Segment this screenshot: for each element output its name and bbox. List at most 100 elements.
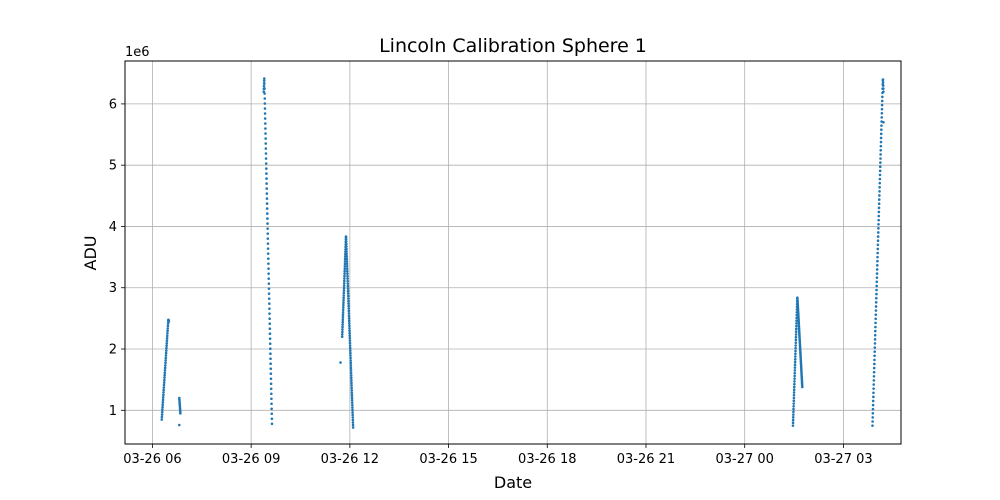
grid — [125, 61, 901, 444]
data-point — [262, 84, 266, 88]
data-point — [348, 349, 352, 352]
data-point — [876, 255, 879, 259]
data-points — [160, 77, 885, 429]
x-tick-label: 03-27 03 — [814, 452, 872, 467]
data-point — [795, 324, 798, 328]
data-point — [348, 326, 351, 330]
data-point — [270, 402, 273, 406]
data-point — [164, 349, 168, 352]
data-point — [166, 324, 170, 328]
data-point — [345, 245, 348, 248]
data-point — [876, 243, 880, 247]
data-point — [346, 282, 350, 285]
y-tick-label: 1 — [109, 404, 117, 419]
data-point — [343, 265, 347, 268]
data-point — [874, 313, 878, 316]
data-point — [342, 284, 346, 288]
data-point — [267, 267, 270, 270]
data-point — [349, 366, 353, 370]
data-point — [349, 376, 353, 380]
data-point — [263, 97, 267, 100]
data-point — [160, 413, 164, 416]
data-point — [341, 328, 344, 331]
data-point — [878, 185, 881, 189]
data-point — [881, 78, 885, 81]
data-point — [342, 282, 346, 285]
data-point — [872, 391, 875, 395]
data-point — [346, 294, 350, 298]
data-point — [345, 262, 349, 266]
data-point — [263, 112, 267, 115]
y-tick-label: 6 — [109, 97, 117, 112]
data-point — [266, 222, 269, 225]
data-point — [347, 297, 350, 300]
data-point — [177, 423, 181, 427]
data-point — [800, 385, 804, 389]
data-point — [348, 324, 351, 328]
data-point — [166, 332, 169, 335]
data-point — [268, 317, 271, 320]
x-tick-label: 03-26 15 — [419, 452, 477, 467]
data-point — [871, 403, 875, 407]
data-point — [879, 161, 882, 164]
data-point — [266, 242, 270, 245]
data-point — [339, 361, 342, 364]
data-point — [263, 77, 266, 80]
data-point — [341, 308, 345, 312]
data-point — [877, 202, 881, 206]
data-point — [265, 182, 268, 185]
data-point — [162, 393, 165, 397]
data-point — [264, 122, 267, 125]
data-point — [349, 369, 353, 372]
data-point — [874, 305, 878, 308]
data-point — [874, 321, 877, 325]
data-point — [348, 331, 351, 335]
data-point — [270, 417, 274, 421]
data-point — [792, 404, 795, 408]
data-point — [879, 136, 883, 140]
data-point — [267, 292, 271, 295]
data-point — [792, 388, 796, 392]
data-point — [871, 411, 875, 415]
data-point — [349, 351, 352, 355]
y-offset-label: 1e6 — [125, 45, 150, 60]
data-point — [349, 359, 352, 362]
data-point — [161, 396, 165, 399]
data-point — [162, 391, 165, 394]
data-point — [877, 214, 881, 218]
data-point — [346, 289, 350, 293]
data-point — [875, 276, 879, 279]
data-point — [265, 197, 269, 200]
data-point — [877, 206, 881, 210]
data-point — [269, 367, 273, 371]
data-point — [791, 424, 795, 427]
data-point — [877, 222, 880, 226]
data-point — [343, 267, 347, 271]
data-point — [263, 82, 266, 85]
data-point — [164, 354, 168, 357]
data-point — [166, 322, 170, 325]
data-point — [267, 297, 271, 300]
data-point — [266, 252, 270, 255]
data-point — [341, 330, 344, 334]
data-point — [263, 87, 266, 90]
data-point — [343, 260, 347, 263]
data-point — [350, 398, 354, 402]
data-point — [163, 366, 167, 370]
data-point — [349, 361, 353, 365]
data-point — [266, 227, 269, 230]
y-tick-label: 3 — [109, 281, 117, 296]
data-point — [346, 272, 349, 276]
data-point — [872, 370, 876, 374]
data-point — [164, 356, 168, 360]
data-point — [348, 344, 352, 347]
data-point — [878, 181, 882, 185]
data-point — [350, 393, 354, 397]
data-point — [342, 299, 345, 302]
x-tick-label: 03-27 00 — [715, 452, 773, 467]
data-point — [875, 296, 878, 300]
data-point — [873, 338, 877, 341]
data-point — [342, 296, 345, 300]
data-point — [264, 162, 268, 165]
plot-frame — [124, 60, 902, 445]
